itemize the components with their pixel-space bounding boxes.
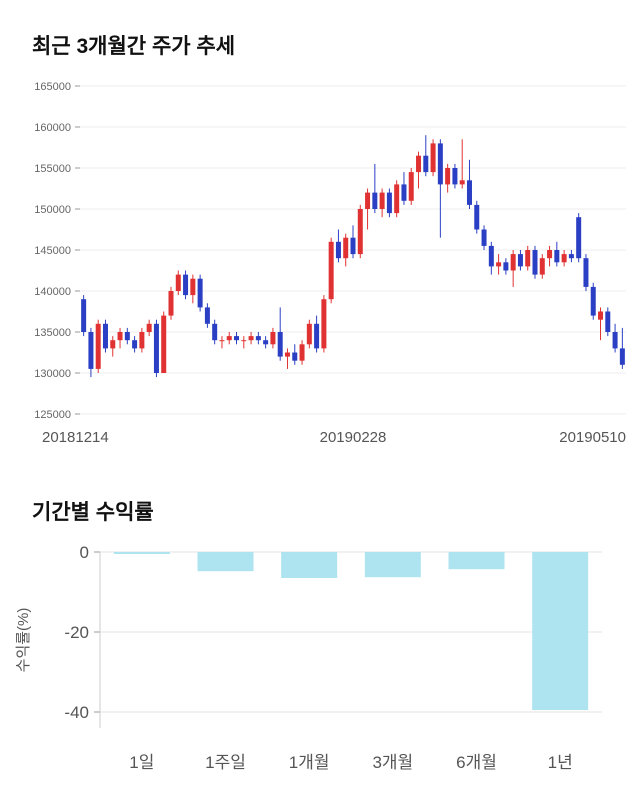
- svg-text:-40: -40: [64, 703, 89, 722]
- svg-text:-20: -20: [64, 623, 89, 642]
- svg-text:155000: 155000: [34, 163, 71, 175]
- candles-group: [81, 135, 625, 378]
- svg-text:125000: 125000: [34, 409, 71, 421]
- price-x-axis: 20181214 20190228 20190510: [42, 429, 626, 446]
- svg-text:20181214: 20181214: [42, 429, 109, 446]
- returns-y-axis-label: 수익률(%): [15, 608, 32, 673]
- svg-text:20190228: 20190228: [320, 429, 387, 446]
- svg-text:1년: 1년: [548, 753, 573, 772]
- svg-text:6개월: 6개월: [456, 753, 497, 772]
- svg-text:3개월: 3개월: [372, 753, 413, 772]
- svg-text:1주일: 1주일: [205, 753, 246, 772]
- returns-x-labels: 1일 1주일 1개월 3개월 6개월 1년: [129, 753, 572, 772]
- returns-grid: [100, 551, 602, 713]
- returns-bars: [113, 552, 589, 710]
- svg-text:0: 0: [80, 543, 89, 562]
- svg-text:160000: 160000: [34, 122, 71, 134]
- price-trend-title: 최근 3개월간 주가 추세: [32, 35, 236, 58]
- svg-text:140000: 140000: [34, 286, 71, 298]
- price-y-axis: 165000 160000 155000 150000 145000 140000 1350…: [34, 81, 80, 421]
- svg-text:1일: 1일: [129, 753, 154, 772]
- svg-text:1개월: 1개월: [289, 753, 330, 772]
- svg-text:130000: 130000: [34, 368, 71, 380]
- candlestick-chart: 165000 160000 155000 150000 145000 140000 1350…: [34, 81, 626, 446]
- returns-y-axis: 0 -20 -40: [64, 543, 101, 728]
- svg-text:135000: 135000: [34, 327, 71, 339]
- returns-title: 기간별 수익률: [32, 501, 154, 524]
- svg-text:145000: 145000: [34, 245, 71, 257]
- returns-bar-chart: 0 -20 -40 1일 1주일 1개월 3개월 6개월 1년 수익률(%): [15, 543, 602, 772]
- svg-text:150000: 150000: [34, 204, 71, 216]
- svg-text:20190510: 20190510: [559, 429, 626, 446]
- svg-text:165000: 165000: [34, 81, 71, 93]
